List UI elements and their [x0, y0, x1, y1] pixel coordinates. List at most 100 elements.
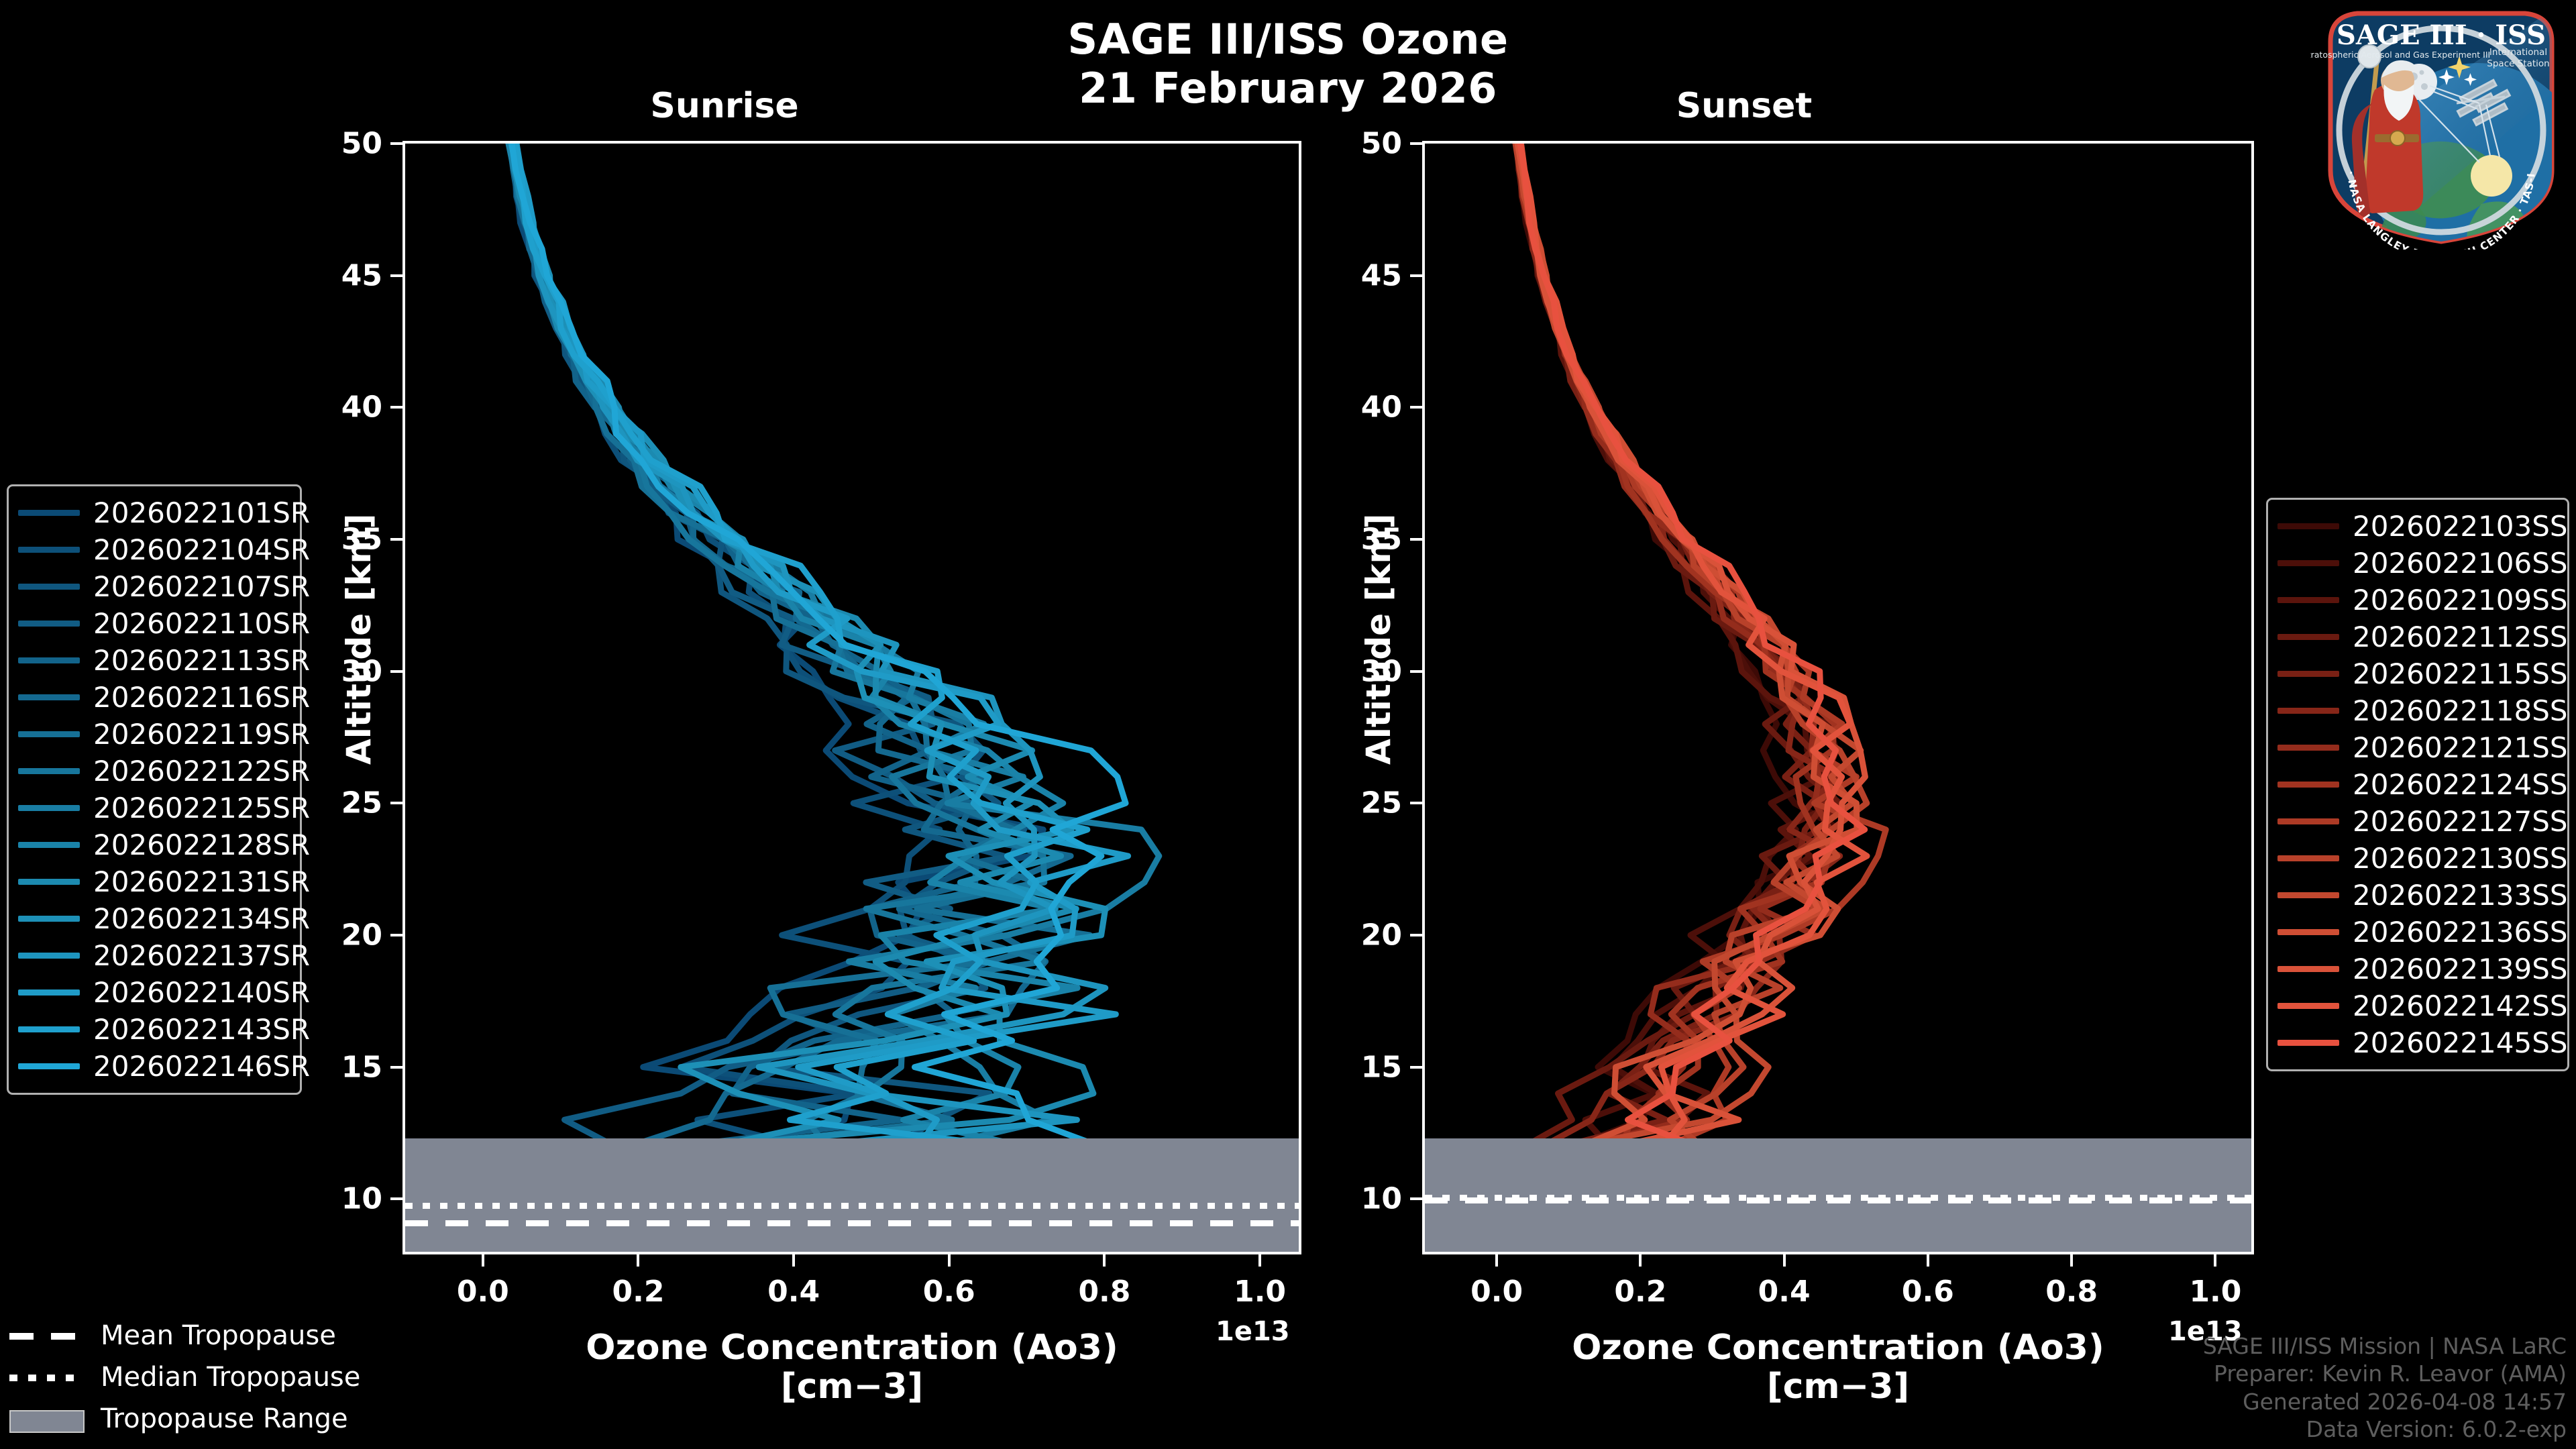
legend-entry-sunrise-item[interactable]: 2026022134SR — [18, 900, 310, 937]
legend-entry-sunrise-item[interactable]: 2026022146SR — [18, 1048, 310, 1085]
legend-entry-sunset-label: 2026022145SS — [2353, 1026, 2568, 1059]
legend-entry-sunset-label: 2026022103SS — [2353, 510, 2568, 543]
x-axis-tick — [1103, 1252, 1106, 1267]
legend-color-swatch-icon — [2277, 782, 2339, 788]
y-axis-tick-label: 20 — [341, 918, 382, 953]
legend-entry-sunset-item[interactable]: 2026022130SS — [2277, 840, 2568, 877]
legend-entry-sunset-item[interactable]: 2026022115SS — [2277, 655, 2568, 692]
legend-color-swatch-icon — [2277, 818, 2339, 824]
y-axis-tick — [1410, 934, 1425, 936]
legend-entry-sunset-item[interactable]: 2026022145SS — [2277, 1024, 2568, 1061]
legend-entry-sunrise-item[interactable]: 2026022110SR — [18, 605, 310, 642]
y-axis-tick — [1410, 274, 1425, 277]
legend-entry-sunset-item[interactable]: 2026022106SS — [2277, 545, 2568, 582]
legend-entry-sunrise-item[interactable]: 2026022122SR — [18, 753, 310, 790]
legend-entry-sunset-label: 2026022133SS — [2353, 879, 2568, 912]
legend-entry-sunset-label: 2026022139SS — [2353, 953, 2568, 985]
legend-color-swatch-icon — [2277, 1040, 2339, 1046]
legend-entry-sunrise-item[interactable]: 2026022140SR — [18, 974, 310, 1011]
legend-label-mean-tropopause: Mean Tropopause — [101, 1320, 336, 1351]
y-axis-tick-label: 40 — [341, 390, 382, 425]
legend-entry-sunrise-label: 2026022122SR — [93, 755, 311, 788]
legend-entry-sunset-item[interactable]: 2026022136SS — [2277, 914, 2568, 951]
ozone-profile-line — [507, 144, 1046, 1252]
x-axis-tick — [637, 1252, 640, 1267]
legend-color-swatch-icon — [18, 953, 80, 959]
legend-entry-sunset-item[interactable]: 2026022109SS — [2277, 582, 2568, 619]
x-axis-tick-label: 0.6 — [1901, 1275, 1954, 1309]
legend-entry-sunset-label: 2026022118SS — [2353, 694, 2568, 727]
legend-color-swatch-icon — [18, 731, 80, 737]
legend-color-swatch-icon — [18, 1026, 80, 1032]
x-axis-offset-sunrise: 1e13 — [1216, 1316, 1290, 1347]
legend-entry-sunset-item[interactable]: 2026022133SS — [2277, 877, 2568, 914]
legend-entry-sunset-label: 2026022136SS — [2353, 916, 2568, 949]
legend-entry-sunrise-item[interactable]: 2026022128SR — [18, 826, 310, 863]
legend-color-swatch-icon — [18, 805, 80, 811]
legend-entry-sunset-item[interactable]: 2026022112SS — [2277, 619, 2568, 655]
legend-entry-sunset-item[interactable]: 2026022124SS — [2277, 766, 2568, 803]
legend-sunset[interactable]: 2026022103SS 2026022106SS 2026022109SS 2026… — [2266, 498, 2569, 1071]
y-axis-label-sunrise: Altitude [km] — [339, 513, 378, 765]
subplot-title-sunrise: Sunrise — [650, 86, 799, 126]
y-axis-tick — [390, 934, 405, 936]
legend-entry-sunrise-item[interactable]: 2026022137SR — [18, 937, 310, 974]
y-axis-tick — [390, 274, 405, 277]
legend-entry-sunrise-item[interactable]: 2026022143SR — [18, 1011, 310, 1048]
x-axis-label-line-2: [cm−3] — [1766, 1366, 1910, 1407]
legend-entry-sunrise-label: 2026022113SR — [93, 644, 311, 677]
legend-entry-sunset-item[interactable]: 2026022118SS — [2277, 692, 2568, 729]
y-axis-tick — [390, 669, 405, 673]
x-axis-tick — [792, 1252, 796, 1267]
legend-entry-sunset-item[interactable]: 2026022103SS — [2277, 508, 2568, 545]
y-axis-tick-label: 25 — [1360, 786, 1402, 820]
legend-label-tropopause-range: Tropopause Range — [101, 1403, 348, 1434]
legend-color-swatch-icon — [18, 1063, 80, 1069]
x-axis-tick — [1495, 1252, 1499, 1267]
legend-entry-sunrise-item[interactable]: 2026022113SR — [18, 642, 310, 679]
legend-entry-sunrise-item[interactable]: 2026022104SR — [18, 531, 310, 568]
y-axis-tick-label: 30 — [341, 654, 382, 689]
legend-entry-sunrise-item[interactable]: 2026022101SR — [18, 494, 310, 531]
y-axis-tick — [1410, 142, 1425, 145]
y-axis-tick-label: 35 — [1360, 522, 1402, 557]
legend-item-median-tropopause[interactable]: Median Tropopause — [9, 1356, 360, 1398]
ozone-profile-line — [510, 144, 1097, 1252]
dotted-line-icon — [9, 1368, 85, 1386]
legend-entry-sunrise-item[interactable]: 2026022119SR — [18, 716, 310, 753]
legend-entry-sunrise-item[interactable]: 2026022107SR — [18, 568, 310, 605]
logo-subtitle-right-2: Space Station — [2487, 58, 2549, 69]
legend-entry-sunset-item[interactable]: 2026022139SS — [2277, 951, 2568, 987]
legend-entry-sunset-label: 2026022121SS — [2353, 731, 2568, 764]
legend-entry-sunrise-label: 2026022146SR — [93, 1050, 311, 1083]
logo-subtitle-left: Stratospheric Aerosol and Gas Experiment… — [2310, 50, 2490, 60]
legend-entry-sunset-item[interactable]: 2026022127SS — [2277, 803, 2568, 840]
legend-entry-sunrise-item[interactable]: 2026022116SR — [18, 679, 310, 716]
y-axis-tick — [390, 406, 405, 409]
star-icon — [2448, 56, 2471, 78]
legend-color-swatch-icon — [18, 657, 80, 663]
legend-sunrise[interactable]: 2026022101SR 2026022104SR 2026022107SR 2026… — [7, 484, 310, 1095]
legend-color-swatch-icon — [2277, 1003, 2339, 1009]
legend-item-mean-tropopause[interactable]: Mean Tropopause — [9, 1315, 358, 1356]
legend-color-swatch-icon — [2277, 634, 2339, 640]
x-axis-tick-label: 0.8 — [1078, 1275, 1131, 1309]
legend-entry-sunrise-item[interactable]: 2026022131SR — [18, 863, 310, 900]
legend-entry-sunrise-label: 2026022131SR — [93, 865, 311, 898]
y-axis-tick — [1410, 802, 1425, 805]
ozone-profile-curves-sunset — [1457, 144, 1889, 1252]
x-axis-tick — [1258, 1252, 1262, 1267]
legend-entry-sunset-item[interactable]: 2026022142SS — [2277, 987, 2568, 1024]
tropopause-range-band-sunrise — [405, 1138, 1299, 1252]
legend-color-swatch-icon — [18, 547, 80, 553]
ozone-profile-line — [1518, 144, 1870, 1252]
y-axis-tick-label: 50 — [1360, 126, 1402, 161]
y-axis-tick — [1410, 1065, 1425, 1069]
legend-entry-sunrise-label: 2026022134SR — [93, 902, 311, 935]
legend-tropopause[interactable]: Mean Tropopause Median Tropopause Tropop… — [9, 1315, 360, 1440]
legend-entry-sunset-item[interactable]: 2026022121SS — [2277, 729, 2568, 766]
legend-item-tropopause-range[interactable]: Tropopause Range — [9, 1398, 358, 1440]
occultation-lines-icon — [2414, 85, 2501, 163]
legend-entry-sunrise-item[interactable]: 2026022125SR — [18, 790, 310, 826]
x-axis-offset-sunset: 1e13 — [2168, 1316, 2243, 1347]
